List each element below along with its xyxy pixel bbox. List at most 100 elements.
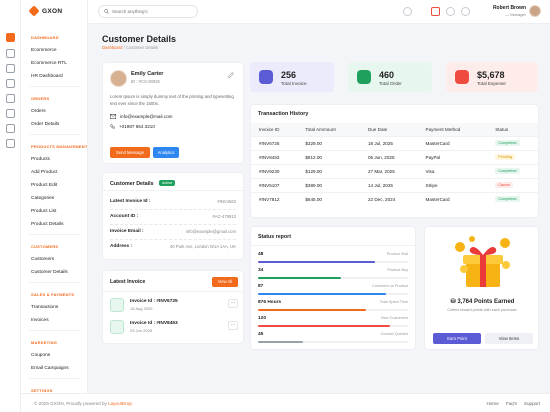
- status-value: 45: [258, 332, 264, 337]
- table-row[interactable]: #INV7812 $645.00 22 Dec, 2024 MasterCard Com…: [251, 192, 538, 206]
- search-box[interactable]: [98, 5, 198, 18]
- footer-link-support[interactable]: Support: [523, 401, 540, 406]
- sidebar-item-add-product[interactable]: Add Product: [31, 170, 58, 175]
- user-icon[interactable]: [6, 109, 15, 118]
- sidebar-item-hr-dashboard[interactable]: HR Dashboard: [31, 74, 63, 79]
- status-value: 876 Hours: [258, 300, 282, 305]
- cell-status: Completed: [487, 192, 538, 206]
- more-options-icon[interactable]: ···: [228, 321, 238, 330]
- invoice-item[interactable]: Invoice Id : #INV6725 18 Aug 2025 ···: [110, 297, 238, 315]
- settings-icon[interactable]: [6, 139, 15, 148]
- calendar-icon[interactable]: [6, 49, 15, 58]
- table-row[interactable]: #INV9230 $129.00 27 Mar, 2025 Visa Completed: [251, 164, 538, 178]
- icon-rail: [0, 0, 21, 412]
- status-value: 120: [258, 316, 267, 321]
- brand[interactable]: GXON: [28, 5, 62, 17]
- sidebar-item-ecommerce-rtl[interactable]: Ecommerce RTL: [31, 61, 67, 66]
- sidebar-item-customers[interactable]: Customers: [31, 257, 55, 262]
- sidebar-item-coupons[interactable]: Coupons: [31, 353, 51, 358]
- gift-icon: [455, 236, 510, 287]
- sidebar-item-product-list[interactable]: Product List: [31, 209, 57, 214]
- user-avatar[interactable]: [529, 5, 541, 17]
- progress-fill: [258, 277, 341, 279]
- sidebar-item-order-details[interactable]: Order Details: [31, 122, 60, 127]
- sidebar-item-email-campaigns[interactable]: Email Campaigns: [31, 366, 69, 371]
- table-row[interactable]: #INV8453 $812.00 05 Jun, 2025 PayPal Pending: [251, 150, 538, 164]
- status-report-title: Status report: [258, 234, 291, 240]
- sidebar-item-invoices[interactable]: Invoices: [31, 318, 49, 323]
- transaction-history-title: Transaction History: [258, 111, 309, 117]
- analytics-button[interactable]: Analytics: [153, 147, 179, 158]
- invoice-file-icon: [110, 298, 124, 312]
- sidebar-item-orders[interactable]: Orders: [31, 109, 46, 114]
- column-header-due-date: Due Date: [359, 123, 418, 136]
- status-label: Product Visit: [386, 252, 408, 256]
- table-row[interactable]: #INV5107 $389.00 14 Jul, 2025 Stripe Cancel: [251, 178, 538, 192]
- cell-amount: $329.00: [305, 140, 322, 146]
- send-message-button[interactable]: Send Message: [110, 147, 150, 158]
- cell-id: #INV8453: [259, 154, 280, 160]
- stat-value: $5,678: [477, 70, 505, 80]
- sidebar-item-product-details[interactable]: Product Details: [31, 222, 64, 227]
- cell-id: #INV6725: [259, 140, 280, 146]
- company-link[interactable]: LayoutDrop: [108, 401, 132, 406]
- points-card: ⛁ 3,764 Points Earned Collect reward poi…: [424, 226, 539, 350]
- document-icon[interactable]: [6, 124, 15, 133]
- fullscreen-icon[interactable]: [403, 7, 412, 16]
- customer-email: info@example@mail.com: [110, 114, 172, 119]
- invoice-date: 03 Jun 2025: [130, 328, 153, 333]
- sidebar-section-title: SETTINGS: [31, 388, 53, 393]
- user-role: — Manager: [505, 12, 526, 17]
- view-items-button[interactable]: View Items: [485, 333, 533, 344]
- sidebar-item-products[interactable]: Products: [31, 157, 50, 162]
- sidebar-item-transactions[interactable]: Transactions: [31, 305, 59, 310]
- edit-icon[interactable]: [228, 72, 234, 78]
- notification-icon[interactable]: [431, 7, 440, 16]
- sidebar-divider: [29, 282, 80, 283]
- sidebar-item-product-edit[interactable]: Product Edit: [31, 183, 58, 188]
- mail-icon: [110, 114, 116, 119]
- chat-icon[interactable]: [6, 64, 15, 73]
- status-badge: Pending: [495, 154, 516, 160]
- status-label: Product Buy: [387, 268, 408, 272]
- sidebar: GXON DASHBOARD Ecommerce Ecommerce RTL HR D…: [21, 0, 88, 412]
- table-row[interactable]: #INV6725 $329.00 18 Jul, 2025 MasterCard Com…: [251, 136, 538, 150]
- cell-amount: $645.00: [305, 196, 322, 202]
- cell-amount: $812.00: [305, 154, 322, 160]
- footer-link-home[interactable]: Home: [486, 401, 499, 406]
- progress-track: [258, 261, 408, 263]
- sidebar-item-categories[interactable]: Categories: [31, 196, 55, 201]
- invoice-id: Invoice Id : #INV6725: [130, 299, 178, 304]
- cell-method: MasterCard: [425, 196, 450, 202]
- progress-fill: [258, 261, 375, 263]
- invoice-item[interactable]: Invoice Id : #INV8453 03 Jun 2025 ···: [110, 319, 238, 337]
- copyright-text: © 2025 GXON, Proudly powered by: [34, 401, 107, 406]
- cell-due: 05 Jun, 2025: [367, 154, 395, 160]
- user-menu[interactable]: Robert Brown — Manager: [493, 5, 526, 17]
- customer-email-text: info@example@mail.com: [120, 114, 173, 119]
- customer-bio: Lorem Ipsum is simply dummy text of the …: [110, 94, 234, 106]
- status-label: Total Spent Time: [379, 300, 408, 304]
- settings-gear-icon[interactable]: [461, 7, 470, 16]
- dashboard-icon[interactable]: [6, 33, 15, 42]
- sidebar-section-title: DASHBOARD: [31, 35, 59, 40]
- earn-point-button[interactable]: Earn Point: [433, 333, 481, 344]
- sidebar-item-ecommerce[interactable]: Ecommerce: [31, 48, 57, 53]
- breadcrumb-home[interactable]: Dashboard: [102, 45, 123, 50]
- more-options-icon[interactable]: ···: [228, 299, 238, 308]
- divider: [103, 291, 245, 292]
- file-icon[interactable]: [6, 94, 15, 103]
- search-icon: [104, 9, 109, 14]
- mail-icon[interactable]: [6, 79, 15, 88]
- sidebar-item-customer-details[interactable]: Customer Details: [31, 270, 68, 275]
- breadcrumb-current: Customer Details: [126, 45, 159, 50]
- sidebar-divider: [29, 330, 80, 331]
- bell-icon[interactable]: [446, 7, 455, 16]
- status-badge: Completed: [495, 196, 520, 203]
- stat-icon: [357, 70, 371, 84]
- footer-link-faq-s[interactable]: Faq's: [505, 401, 517, 406]
- sidebar-section-title: SALES & PAYMENTS: [31, 292, 75, 297]
- view-all-button[interactable]: View All: [212, 277, 238, 287]
- cell-due: 22 Dec, 2024: [367, 196, 396, 202]
- search-input[interactable]: [112, 9, 192, 14]
